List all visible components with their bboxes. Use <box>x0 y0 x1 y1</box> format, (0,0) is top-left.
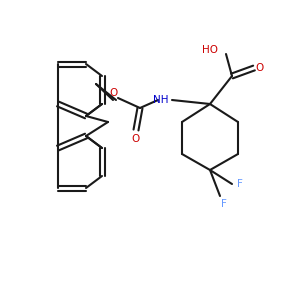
Text: F: F <box>221 199 227 209</box>
Text: O: O <box>109 88 117 98</box>
Text: NH: NH <box>152 95 168 105</box>
Text: F: F <box>237 179 243 189</box>
Text: O: O <box>256 63 264 73</box>
Text: O: O <box>132 134 140 144</box>
Text: HO: HO <box>202 45 218 55</box>
